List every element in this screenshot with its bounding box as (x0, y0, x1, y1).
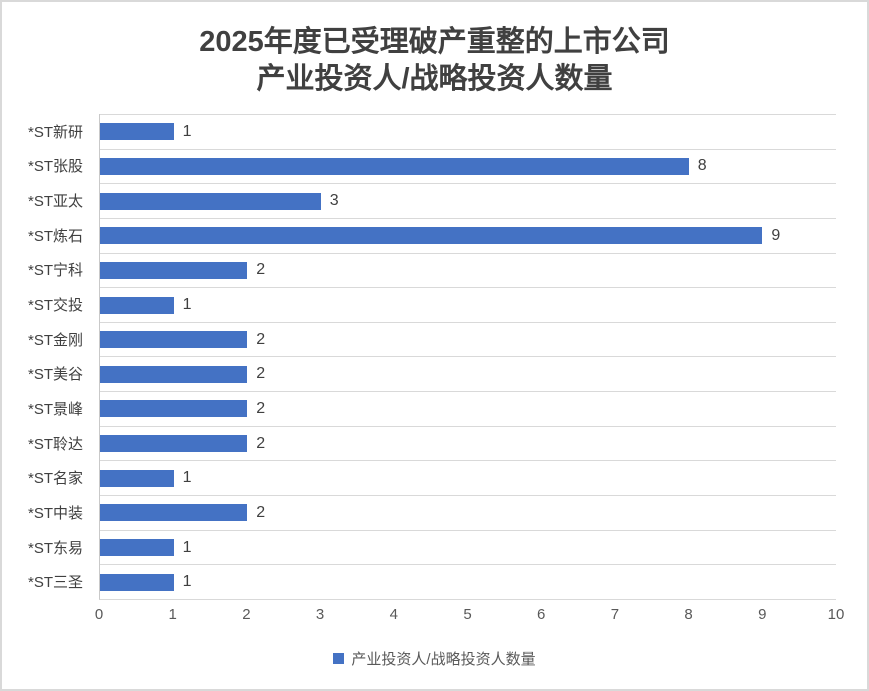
bar-row: 2 (100, 252, 836, 288)
value-label: 3 (329, 192, 339, 210)
value-label: 2 (256, 434, 266, 452)
legend-marker-icon (333, 653, 345, 664)
bar (100, 539, 174, 556)
value-label: 8 (697, 157, 707, 175)
bar (100, 573, 174, 591)
x-axis-tick: 9 (758, 606, 767, 623)
bar (100, 296, 174, 314)
value-label: 1 (182, 573, 192, 591)
value-label: 2 (256, 399, 266, 417)
bar (100, 435, 248, 453)
x-axis-tick: 0 (94, 606, 104, 623)
y-axis-labels: *ST新研 *ST张股 *ST亚太 *ST炼石 *ST宁科 *ST交投 *ST金刚 *ST美谷… (2, 114, 92, 599)
value-label: 2 (256, 261, 266, 279)
x-axis-tick: 5 (463, 606, 472, 623)
bar-row: 2 (100, 356, 836, 391)
bar-row: 2 (100, 391, 836, 426)
bar-row: 1 (100, 460, 836, 495)
bar-row: 9 (100, 217, 836, 253)
y-axis-label: *ST炼石 (27, 227, 83, 245)
legend-label: 产业投资人/战略投资人数量 (351, 651, 536, 668)
chart-title-line2: 产业投资人/战略投资人数量 (256, 63, 613, 95)
bar (100, 400, 248, 418)
y-axis-label: *ST三圣 (27, 574, 83, 592)
x-axis-tick: 10 (827, 606, 845, 623)
bar (100, 157, 689, 175)
y-axis-label: *ST亚太 (27, 193, 83, 211)
bar-row: 2 (100, 425, 836, 461)
x-axis-tick: 4 (389, 606, 398, 623)
bar (100, 192, 321, 210)
value-label: 2 (256, 503, 266, 521)
y-axis-label: *ST聆达 (27, 435, 83, 453)
y-axis-label: *ST新研 (27, 123, 83, 141)
x-axis-tick: 1 (168, 606, 177, 623)
bar (100, 261, 248, 279)
bar-row: 2 (100, 321, 836, 357)
chart-title: 2025年度已受理破产重整的上市公司 产业投资人/战略投资人数量 (2, 24, 867, 98)
y-axis-label: *ST东易 (27, 539, 83, 557)
bar (100, 504, 248, 522)
value-label: 9 (771, 226, 781, 244)
y-axis-label: *ST宁科 (27, 262, 83, 280)
y-axis-label: *ST金刚 (27, 331, 83, 349)
chart-title-line1: 2025年度已受理破产重整的上市公司 (199, 26, 670, 58)
y-axis-label: *ST名家 (27, 470, 83, 488)
x-axis-tick: 7 (610, 606, 620, 623)
bar (100, 469, 174, 487)
y-axis-label: *ST交投 (27, 297, 83, 315)
bar (100, 331, 248, 349)
value-label: 1 (182, 469, 192, 487)
bar-row: 8 (100, 148, 836, 184)
bar (100, 123, 174, 141)
x-axis-tick: 8 (684, 606, 693, 623)
legend: 产业投资人/战略投资人数量 (2, 648, 867, 669)
bar (100, 227, 763, 245)
x-axis-tick: 2 (242, 606, 251, 623)
bar-row: 1 (100, 564, 836, 599)
value-label: 2 (256, 365, 266, 383)
value-label: 1 (182, 538, 192, 556)
y-axis-label: *ST美谷 (27, 366, 83, 384)
y-axis-label: *ST张股 (27, 158, 83, 176)
bar (100, 365, 248, 383)
x-axis-tick: 3 (315, 606, 325, 623)
bar-row: 1 (100, 287, 836, 322)
bar-row: 2 (100, 495, 836, 530)
plot-area: 1 8 3 9 2 1 2 2 2 2 1 2 1 1 (99, 114, 836, 600)
bar-row: 1 (100, 529, 836, 565)
value-label: 1 (182, 122, 192, 140)
bar-row: 1 (100, 114, 836, 149)
value-label: 2 (256, 330, 266, 348)
x-axis-tick: 6 (537, 606, 546, 623)
y-axis-label: *ST中装 (27, 504, 83, 522)
bar-row: 3 (100, 183, 836, 218)
value-label: 1 (182, 296, 192, 314)
x-axis: 0 1 2 3 4 5 6 7 8 9 10 (95, 606, 845, 626)
y-axis-label: *ST景峰 (27, 400, 83, 418)
